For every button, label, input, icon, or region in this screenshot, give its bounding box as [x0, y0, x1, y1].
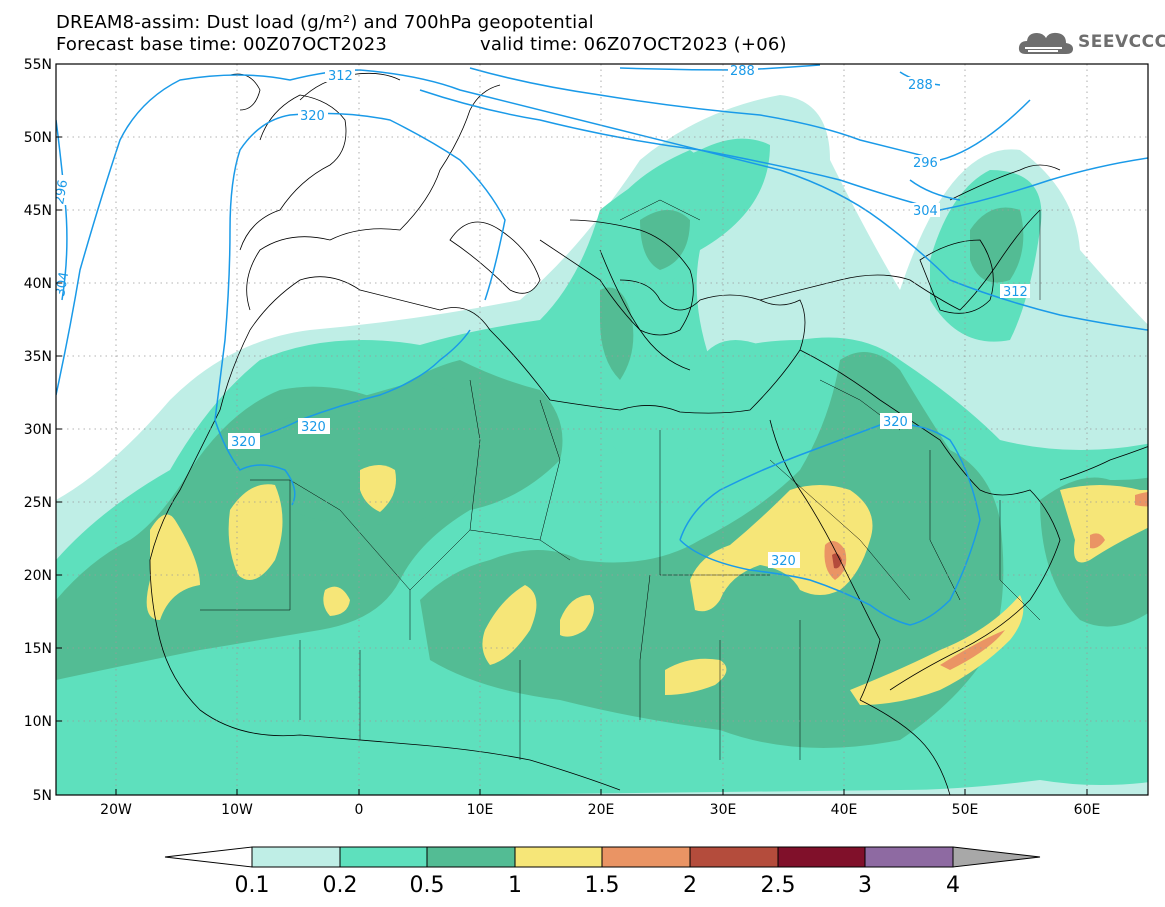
cloud-logo-icon: [1018, 32, 1073, 54]
lat-label: 20N: [24, 568, 52, 584]
lon-label: 20E: [588, 802, 615, 818]
colorbar-label: 1.5: [585, 873, 620, 898]
lat-label: 30N: [24, 422, 52, 438]
colorbar-swatch: [251, 846, 341, 868]
contour-label: 320: [300, 109, 325, 124]
colorbar-swatch: [514, 846, 603, 868]
colorbar-swatch: [777, 846, 866, 868]
contour-label: 320: [231, 435, 256, 450]
colorbar-over: [952, 846, 1041, 868]
dust-level-2: [832, 553, 842, 569]
contour-label: 320: [301, 420, 326, 435]
geopotential-contours: [56, 64, 1148, 626]
dust-level-0.5: [56, 207, 1148, 748]
colorbar-under: [164, 846, 253, 868]
colorbar-swatch: [601, 846, 691, 868]
colorbar: [164, 846, 1041, 868]
colorbar-swatch: [864, 846, 954, 868]
lon-label: 30E: [710, 802, 737, 818]
lat-label: 25N: [24, 495, 52, 511]
lon-label: 0: [355, 802, 364, 818]
lon-label: 50E: [952, 802, 979, 818]
lat-label: 40N: [24, 276, 52, 292]
dust-level-1: [146, 465, 1148, 705]
coastlines: [149, 72, 1148, 795]
contour-label: 296: [52, 179, 71, 206]
contour-label: 296: [913, 156, 938, 171]
lon-label: 60E: [1074, 802, 1101, 818]
colorbar-swatch: [426, 846, 516, 868]
map-title: DREAM8-assim: Dust load (g/m²) and 700hP…: [56, 12, 594, 33]
colorbar-label: 4: [946, 873, 960, 898]
contour-label: 288: [730, 64, 755, 79]
seevccc-logo: SEEVCCC: [1018, 28, 1165, 56]
colorbar-label: 1: [508, 873, 522, 898]
longitude-axis: [115, 789, 1088, 795]
colorbar-swatch: [689, 846, 779, 868]
lon-label: 40E: [831, 802, 858, 818]
lon-label: 20W: [100, 802, 132, 818]
logo-text: SEEVCCC: [1078, 32, 1165, 52]
lon-label: 10E: [467, 802, 494, 818]
lat-label: 45N: [24, 203, 52, 219]
lat-label: 35N: [24, 349, 52, 365]
contour-label: 320: [771, 554, 796, 569]
latitude-labels: 55N 50N 45N 40N 35N 30N 25N 20N 15N 10N …: [24, 57, 52, 804]
colorbar-label: 3: [858, 873, 872, 898]
dust-level-1.5: [824, 492, 1148, 670]
lat-label: 50N: [24, 130, 52, 146]
forecast-base-time: Forecast base time: 00Z07OCT2023: [56, 34, 388, 55]
lat-label: 55N: [24, 57, 52, 73]
contour-label: 320: [883, 415, 908, 430]
colorbar-label: 0.2: [323, 873, 358, 898]
colorbar-swatch: [339, 846, 428, 868]
contour-label: 312: [1003, 285, 1028, 300]
lat-label: 5N: [33, 788, 52, 804]
contour-label: 288: [908, 78, 933, 93]
lat-label: 15N: [24, 641, 52, 657]
contour-labels: 312 320 296 304 288 288 296 304 312 320 …: [52, 64, 1030, 569]
latitude-axis: [56, 63, 62, 796]
contour-label: 312: [328, 69, 353, 84]
colorbar-label: 2: [683, 873, 697, 898]
map-area: 312 320 296 304 288 288 296 304 312 320 …: [52, 64, 1148, 795]
valid-time: valid time: 06Z07OCT2023 (+06): [480, 34, 787, 55]
longitude-labels: 20W 10W 0 10E 20E 30E 40E 50E 60E: [100, 802, 1100, 818]
colorbar-label: 2.5: [761, 873, 796, 898]
lon-label: 10W: [221, 802, 253, 818]
contour-label: 304: [913, 204, 938, 219]
graticule: [56, 64, 1148, 795]
contour-label: 304: [53, 271, 72, 298]
colorbar-label: 0.1: [235, 873, 270, 898]
colorbar-labels: 0.1 0.2 0.5 1 1.5 2 2.5 3 4: [235, 873, 961, 898]
lat-label: 10N: [24, 714, 52, 730]
colorbar-label: 0.5: [410, 873, 445, 898]
